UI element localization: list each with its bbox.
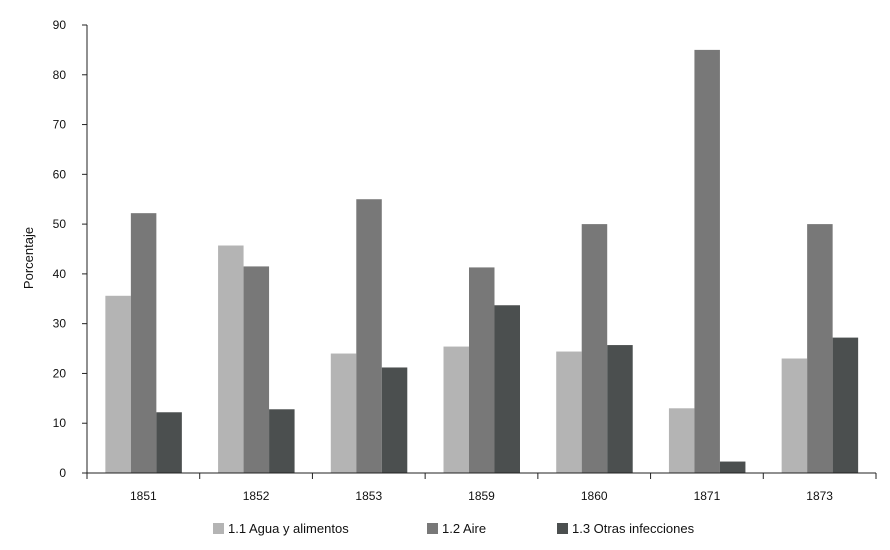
bar-1-1851 xyxy=(105,295,131,473)
x-tick-label: 1859 xyxy=(468,489,495,503)
x-tick-label: 1860 xyxy=(581,489,608,503)
bars-layer xyxy=(105,49,859,473)
bar-3-1852 xyxy=(269,409,295,473)
x-tick-label: 1851 xyxy=(130,489,157,503)
x-tick-label: 1853 xyxy=(355,489,382,503)
y-tick-label: 50 xyxy=(53,217,67,231)
x-tick-label: 1852 xyxy=(243,489,270,503)
bar-1-1871 xyxy=(668,408,695,473)
y-tick-label: 30 xyxy=(53,317,67,331)
x-ticks-layer: 1851 1852 1853 1859 1860 1871 1873 xyxy=(86,473,877,503)
y-tick-label: 10 xyxy=(53,416,67,430)
bar-1-1853 xyxy=(330,353,357,473)
bar-2-1851 xyxy=(130,213,157,473)
y-tick-label: 40 xyxy=(53,267,67,281)
y-axis-title: Porcentaje xyxy=(21,227,36,289)
bar-1-1859 xyxy=(443,346,469,473)
legend: 1.1 Agua y alimentos 1.2 Aire 1.3 Otras in… xyxy=(213,521,695,536)
legend-swatch-3 xyxy=(557,523,568,534)
bar-2-1859 xyxy=(469,267,495,473)
bar-2-1853 xyxy=(356,199,382,473)
bar-1-1860 xyxy=(556,351,582,473)
bar-2-1873 xyxy=(807,224,833,473)
bar-2-1852 xyxy=(243,266,270,473)
legend-label-3: 1.3 Otras infecciones xyxy=(572,521,695,536)
y-tick-label: 90 xyxy=(53,18,67,32)
bar-3-1873 xyxy=(832,337,859,473)
bar-2-1860 xyxy=(581,224,608,473)
bar-3-1860 xyxy=(607,345,633,473)
bar-1-1852 xyxy=(218,245,244,473)
x-tick-label: 1873 xyxy=(806,489,833,503)
bar-3-1859 xyxy=(494,305,520,473)
legend-label-2: 1.2 Aire xyxy=(442,521,486,536)
bar-1-1873 xyxy=(781,358,808,473)
y-tick-label: 20 xyxy=(53,366,67,380)
bar-3-1853 xyxy=(381,367,408,473)
bar-3-1851 xyxy=(156,412,182,473)
legend-swatch-2 xyxy=(427,523,438,534)
legend-label-1: 1.1 Agua y alimentos xyxy=(228,521,349,536)
bar-3-1871 xyxy=(719,461,746,473)
y-tick-label: 0 xyxy=(59,466,66,480)
legend-swatch-1 xyxy=(213,523,224,534)
y-tick-label: 70 xyxy=(53,118,67,132)
y-tick-label: 80 xyxy=(53,68,67,82)
y-ticks-layer: 0 10 20 30 40 50 60 70 80 90 xyxy=(53,18,87,480)
y-tick-label: 60 xyxy=(53,167,67,181)
bar-2-1871 xyxy=(694,49,720,473)
x-tick-label: 1871 xyxy=(694,489,721,503)
